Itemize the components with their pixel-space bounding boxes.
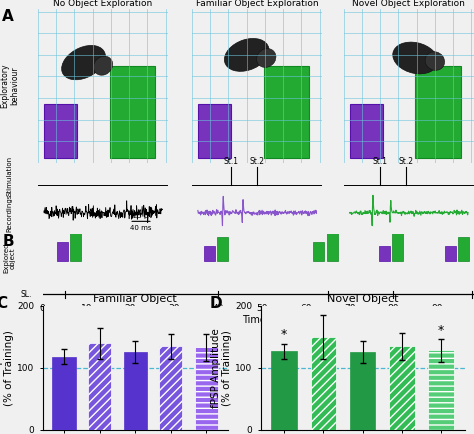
Text: Stimulation: Stimulation <box>7 156 12 196</box>
Text: *: * <box>281 328 287 341</box>
Ellipse shape <box>62 46 105 80</box>
Bar <box>350 352 375 430</box>
Text: St.2: St.2 <box>250 157 264 166</box>
Text: C: C <box>0 296 8 311</box>
Ellipse shape <box>93 56 113 75</box>
Bar <box>159 346 182 430</box>
Y-axis label: fPSP Amplitude
(% of Training): fPSP Amplitude (% of Training) <box>0 328 14 408</box>
Ellipse shape <box>256 49 276 67</box>
Bar <box>389 346 415 430</box>
FancyBboxPatch shape <box>109 66 155 158</box>
Bar <box>428 351 454 430</box>
Bar <box>272 351 297 430</box>
Text: SL.: SL. <box>20 290 32 299</box>
Title: Familiar Object: Familiar Object <box>93 294 177 304</box>
Bar <box>88 343 111 430</box>
FancyBboxPatch shape <box>217 237 228 261</box>
Text: Recordings: Recordings <box>7 194 12 232</box>
FancyBboxPatch shape <box>57 242 68 261</box>
Text: Explored
object: Explored object <box>3 243 16 273</box>
FancyBboxPatch shape <box>313 242 324 261</box>
Bar <box>195 347 218 430</box>
FancyBboxPatch shape <box>70 232 81 261</box>
Ellipse shape <box>393 42 438 74</box>
FancyBboxPatch shape <box>415 66 461 158</box>
Bar <box>124 352 146 430</box>
Title: Familiar Object Exploration: Familiar Object Exploration <box>196 0 319 8</box>
Title: Novel Object: Novel Object <box>327 294 398 304</box>
Text: D: D <box>210 296 222 311</box>
Bar <box>53 357 75 430</box>
Ellipse shape <box>425 52 445 70</box>
FancyBboxPatch shape <box>379 247 390 261</box>
Text: Exploratory
behaviour: Exploratory behaviour <box>0 63 19 108</box>
Ellipse shape <box>224 39 269 71</box>
Text: St.2: St.2 <box>399 157 414 166</box>
Title: Novel Object Exploration: Novel Object Exploration <box>352 0 465 8</box>
Text: 25 μV: 25 μV <box>133 213 153 219</box>
Text: B: B <box>2 234 14 250</box>
Text: A: A <box>2 9 14 24</box>
Text: St.1: St.1 <box>224 157 238 166</box>
FancyBboxPatch shape <box>199 104 231 158</box>
FancyBboxPatch shape <box>350 104 383 158</box>
FancyBboxPatch shape <box>445 247 456 261</box>
Text: St.1: St.1 <box>373 157 388 166</box>
FancyBboxPatch shape <box>204 247 215 261</box>
FancyBboxPatch shape <box>264 66 310 158</box>
Bar <box>310 337 336 430</box>
Y-axis label: fPSP Amplitude
(% of Training): fPSP Amplitude (% of Training) <box>211 328 232 408</box>
FancyBboxPatch shape <box>327 227 337 261</box>
Title: No Object Exploration: No Object Exploration <box>54 0 153 8</box>
FancyBboxPatch shape <box>392 232 403 261</box>
Text: *: * <box>438 324 444 337</box>
Text: 40 ms: 40 ms <box>130 225 152 230</box>
X-axis label: Time (s): Time (s) <box>242 315 282 325</box>
FancyBboxPatch shape <box>458 237 469 261</box>
FancyBboxPatch shape <box>45 104 77 158</box>
